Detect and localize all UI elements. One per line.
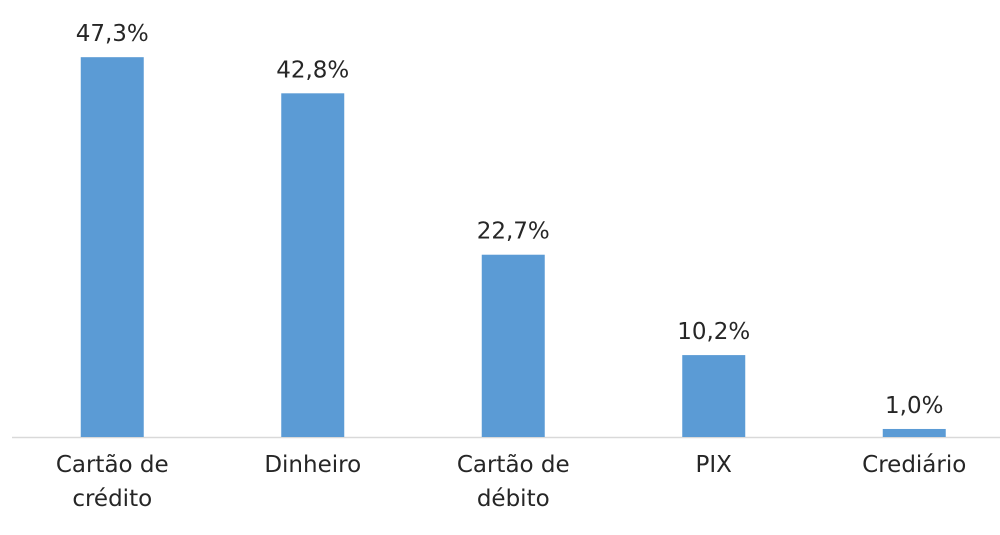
bar xyxy=(481,254,545,437)
x-tick-label: Cartão de crédito xyxy=(55,452,169,512)
data-label: 22,7% xyxy=(477,219,550,245)
x-tick-label: Cartão de débito xyxy=(456,452,570,512)
data-label: 10,2% xyxy=(677,319,750,345)
bar xyxy=(882,428,946,437)
data-label: 42,8% xyxy=(276,57,349,83)
bar xyxy=(80,57,144,437)
data-label: 1,0% xyxy=(885,393,943,419)
x-tick-label: PIX xyxy=(695,452,732,478)
x-tick-label: Crediário xyxy=(862,452,967,478)
x-tick-label: Dinheiro xyxy=(264,452,362,478)
data-label: 47,3% xyxy=(76,21,149,47)
bar xyxy=(281,93,345,437)
bar xyxy=(682,355,746,437)
